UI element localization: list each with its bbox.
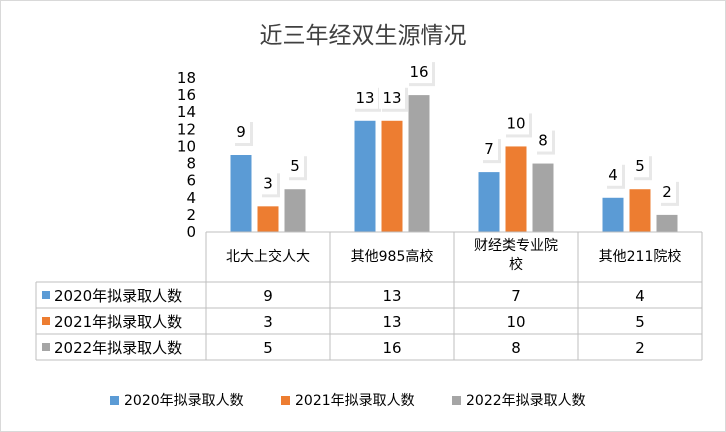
legend-swatch xyxy=(452,396,461,405)
bar xyxy=(354,120,376,232)
category-label: 其他211院校 xyxy=(599,248,682,265)
table-cell: 10 xyxy=(506,313,525,331)
table-series-swatch xyxy=(42,343,50,351)
data-label: 16 xyxy=(409,63,428,81)
table-cell: 4 xyxy=(635,287,645,305)
table-cell: 5 xyxy=(635,313,645,331)
y-tick-label: 8 xyxy=(186,155,196,173)
category-label: 北大上交人大 xyxy=(226,248,310,265)
data-label-box xyxy=(406,59,432,84)
table-cell: 3 xyxy=(263,313,273,331)
table-series-swatch xyxy=(42,291,50,299)
y-tick-label: 0 xyxy=(186,223,196,241)
data-label: 8 xyxy=(538,132,548,150)
table-cell: 2 xyxy=(635,339,645,357)
data-label-box xyxy=(658,178,676,203)
bar xyxy=(408,95,430,232)
data-label-box xyxy=(480,136,498,161)
y-tick-label: 16 xyxy=(177,86,196,104)
bar xyxy=(656,214,678,232)
legend-label: 2020年拟录取人数 xyxy=(124,393,244,409)
data-label-box xyxy=(503,110,529,135)
data-label-box xyxy=(379,84,405,109)
bar xyxy=(505,146,527,232)
table-series-name: 2021年拟录取人数 xyxy=(54,313,182,331)
data-label-box xyxy=(534,127,552,152)
y-tick-label: 18 xyxy=(177,69,196,87)
category-label: 财经类专业院 xyxy=(474,238,558,254)
bar xyxy=(629,189,651,232)
legend-swatch xyxy=(110,396,119,405)
bar xyxy=(381,120,403,232)
table-cell: 13 xyxy=(382,313,401,331)
data-label-box xyxy=(232,119,250,143)
legend-label: 2022年拟录取人数 xyxy=(466,393,586,409)
data-label: 3 xyxy=(263,174,273,192)
y-tick-label: 4 xyxy=(186,189,196,207)
data-label: 13 xyxy=(382,89,401,107)
table-series-name: 2022年拟录取人数 xyxy=(54,339,182,357)
data-label-box xyxy=(352,84,378,109)
bar xyxy=(602,197,624,232)
data-label: 5 xyxy=(635,157,645,175)
data-label: 2 xyxy=(662,183,672,201)
data-label-box xyxy=(604,161,622,186)
table-cell: 9 xyxy=(263,287,273,305)
data-label: 7 xyxy=(484,140,494,158)
y-tick-label: 10 xyxy=(177,137,196,155)
bar xyxy=(284,189,306,232)
table-cell: 16 xyxy=(382,339,401,357)
bar xyxy=(230,155,252,232)
table-cell: 8 xyxy=(511,339,521,357)
y-tick-label: 6 xyxy=(186,172,196,190)
data-label-box xyxy=(259,170,277,195)
data-label: 9 xyxy=(236,123,246,141)
bar xyxy=(532,163,554,232)
y-tick-label: 2 xyxy=(186,206,196,224)
bar xyxy=(478,172,500,232)
data-label: 5 xyxy=(290,157,300,175)
table-series-swatch xyxy=(42,317,50,325)
bar xyxy=(257,206,279,232)
category-label: 其他985高校 xyxy=(351,248,434,265)
chart-title: 近三年经双生源情况 xyxy=(260,23,467,49)
y-tick-label: 14 xyxy=(177,103,196,121)
data-label-box xyxy=(631,153,649,178)
table-series-name: 2020年拟录取人数 xyxy=(54,287,182,305)
data-label: 4 xyxy=(608,166,618,184)
table-cell: 7 xyxy=(511,287,521,305)
legend-swatch xyxy=(281,396,290,405)
legend-label: 2021年拟录取人数 xyxy=(295,393,415,409)
table-cell: 5 xyxy=(263,339,273,357)
category-label: 校 xyxy=(509,256,523,273)
y-tick-label: 12 xyxy=(177,120,196,138)
data-label-box xyxy=(286,153,304,178)
data-label: 10 xyxy=(506,114,525,132)
table-cell: 13 xyxy=(382,287,401,305)
data-label: 13 xyxy=(355,89,374,107)
